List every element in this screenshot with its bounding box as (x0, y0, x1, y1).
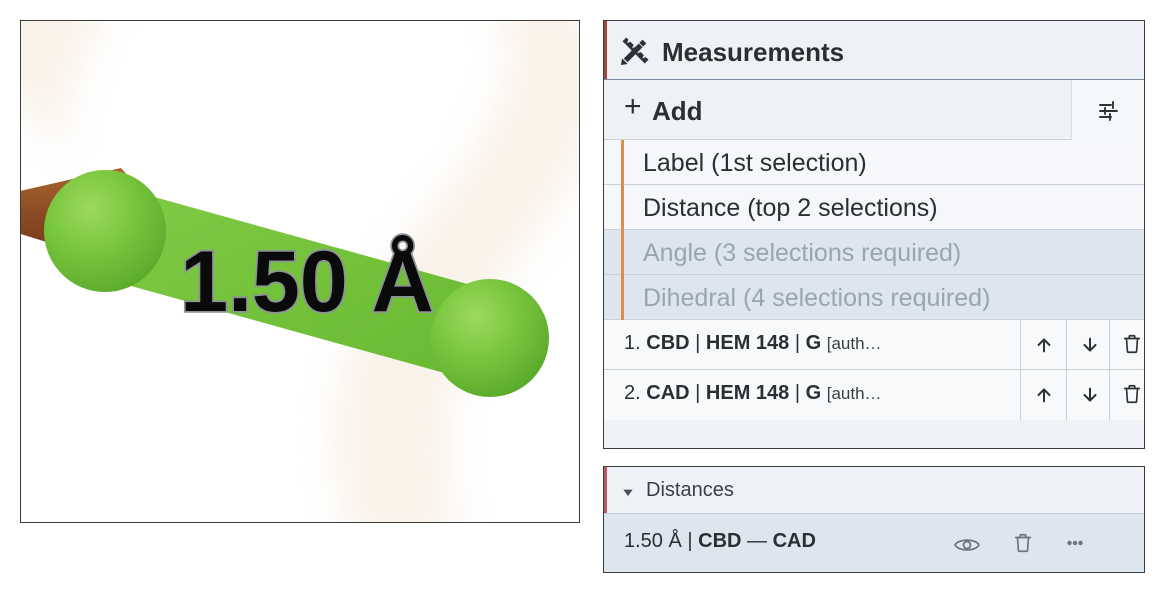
svg-text:1.50 Å: 1.50 Å (180, 234, 433, 330)
